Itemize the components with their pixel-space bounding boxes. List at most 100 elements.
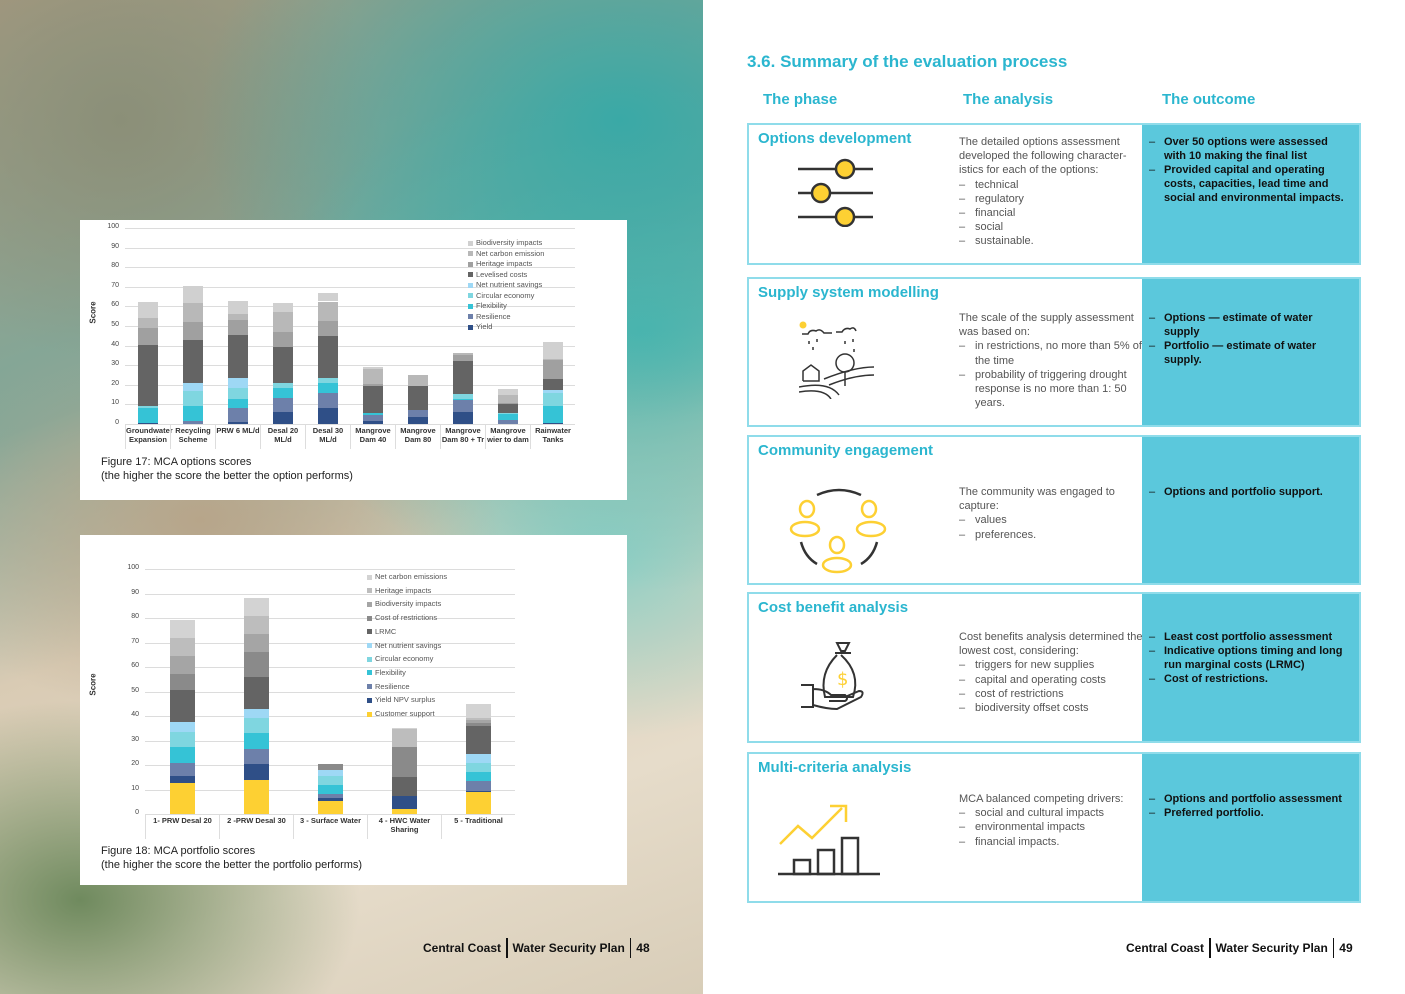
- x-category-label: PRW 6 ML/d: [215, 425, 260, 449]
- outcome-panel: Options and portfolio support.: [1142, 437, 1359, 583]
- legend-label: Heritage impacts: [476, 259, 533, 268]
- gridline: [125, 247, 575, 249]
- legend-swatch: [367, 711, 372, 717]
- y-tick-label: 100: [127, 564, 139, 571]
- bar-segment: [169, 776, 195, 784]
- figure-18-chart-box: Figure 18: MCA portfolio scores (the hig…: [80, 535, 627, 885]
- bar-segment: [407, 410, 428, 418]
- y-tick-label: 30: [131, 735, 139, 743]
- x-category-label: 3 - Surface Water: [293, 815, 367, 839]
- legend-swatch: [468, 324, 473, 330]
- left-page: Figure 17: MCA options scores (the highe…: [0, 0, 703, 994]
- x-category-label: 1- PRW Desal 20: [145, 815, 219, 839]
- outcome-item: Portfolio — estimate of water supply.: [1149, 339, 1349, 367]
- footer-org: Central Coast: [1126, 941, 1205, 955]
- x-category-label: 5 - Traditional: [441, 815, 515, 839]
- legend-swatch: [468, 293, 473, 299]
- bar-segment: [137, 406, 158, 409]
- bar-segment: [391, 728, 417, 730]
- bar-segment: [137, 423, 158, 424]
- y-tick-label: 50: [111, 321, 119, 328]
- bar-segment: [452, 400, 473, 413]
- outcome-item: Preferred portfolio.: [1149, 806, 1349, 820]
- bar-segment: [362, 367, 383, 370]
- gridline: [125, 345, 575, 347]
- bar-segment: [169, 690, 195, 723]
- figure-17-caption: Figure 17: MCA options scores (the highe…: [101, 455, 353, 483]
- bar-segment: [243, 779, 269, 814]
- outcome-list: Options and portfolio assessmentPreferre…: [1149, 792, 1349, 820]
- bar-segment: [497, 413, 518, 415]
- legend-item: Circular economy: [367, 654, 433, 663]
- phase-title: Supply system modelling: [758, 284, 939, 301]
- svg-text:$: $: [837, 669, 848, 690]
- gridline: [125, 384, 575, 386]
- legend-label: Circular economy: [375, 654, 434, 664]
- bar-segment: [465, 718, 491, 720]
- legend-label: Resilience: [375, 681, 410, 691]
- bar-segment: [227, 334, 248, 378]
- outcome-panel: Over 50 options were assessed with 10 ma…: [1142, 125, 1359, 263]
- bar-segment: [169, 762, 195, 777]
- analysis-item: technical: [959, 178, 1145, 192]
- bar-segment: [227, 320, 248, 335]
- bar-segment: [317, 377, 338, 383]
- legend-swatch: [367, 656, 372, 662]
- analysis-item: in restrictions, no more than 5% of the …: [959, 339, 1145, 367]
- bar-segment: [137, 327, 158, 345]
- bar-segment: [182, 303, 203, 323]
- bar-segment: [465, 780, 491, 791]
- legend-swatch: [468, 314, 473, 320]
- page-number: 48: [636, 941, 650, 955]
- bar-segment: [317, 794, 343, 799]
- bar-segment: [169, 637, 195, 656]
- legend-label: Net carbon emission: [476, 248, 545, 258]
- outcome-item: Cost of restrictions.: [1149, 672, 1349, 686]
- bar-segment: [317, 321, 338, 336]
- bar-segment: [169, 746, 195, 763]
- gridline: [125, 365, 575, 367]
- bar-segment: [362, 383, 383, 386]
- bar-segment: [452, 361, 473, 394]
- bar-segment: [542, 389, 563, 393]
- legend-swatch: [468, 272, 473, 278]
- bar-segment: [317, 776, 343, 785]
- money-bag-hand-icon: $: [799, 639, 879, 724]
- bar-segment: [362, 385, 383, 414]
- bar-segment: [137, 318, 158, 328]
- bar-segment: [317, 798, 343, 801]
- outcome-item: Options and portfolio assessment: [1149, 792, 1349, 806]
- analysis-item: capital and operating costs: [959, 673, 1145, 687]
- bar-segment: [317, 769, 343, 777]
- bar-segment: [227, 387, 248, 399]
- y-tick-label: 70: [111, 281, 119, 289]
- bar-segment: [452, 353, 473, 356]
- bar-segment: [243, 749, 269, 764]
- legend-item: Resilience: [468, 312, 511, 321]
- page-title: 3.6. Summary of the evaluation process: [747, 52, 1068, 71]
- bar-segment: [465, 753, 491, 763]
- bar-segment: [317, 301, 338, 322]
- bar-segment: [272, 387, 293, 398]
- bar-segment: [169, 783, 195, 814]
- outcome-item: Provided capital and operating costs, ca…: [1149, 163, 1349, 205]
- y-tick-label: 70: [131, 637, 139, 645]
- outcome-list: Options — estimate of water supplyPortfo…: [1149, 311, 1349, 367]
- gridline: [145, 716, 515, 717]
- bar-segment: [243, 633, 269, 653]
- legend-item: Biodiversity impacts: [468, 238, 542, 247]
- gridline: [145, 740, 515, 742]
- bar-segment: [182, 382, 203, 391]
- y-tick-label: 40: [131, 711, 139, 718]
- gridline: [125, 404, 575, 406]
- bar-segment: [317, 763, 343, 770]
- bar-segment: [362, 369, 383, 384]
- bar-segment: [362, 415, 383, 422]
- analysis-text: The community was engaged to capture:val…: [959, 485, 1145, 542]
- legend-label: Heritage impacts: [375, 585, 432, 595]
- y-tick-label: 60: [111, 301, 119, 309]
- analysis-item: cost of restrictions: [959, 687, 1145, 701]
- bar-segment: [407, 417, 428, 424]
- legend-label: Net nutrient savings: [476, 280, 543, 289]
- bar-segment: [227, 422, 248, 424]
